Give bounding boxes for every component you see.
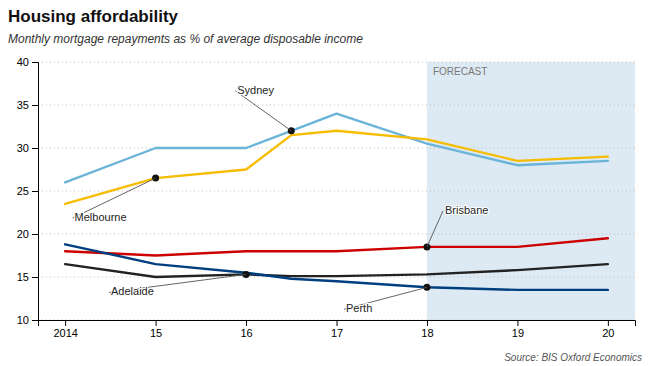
annotations: Sydney Melbourne Brisbane Adelaide Perth	[73, 84, 489, 315]
tick-label: 10	[17, 314, 29, 326]
tick-label: 19	[512, 327, 524, 339]
series-line	[65, 244, 608, 290]
annotation-label: Adelaide	[111, 285, 154, 297]
tick-mark	[32, 62, 38, 63]
tick-mark	[156, 320, 157, 326]
series-line	[65, 264, 608, 277]
tick-mark	[427, 320, 428, 326]
grid-line	[38, 234, 635, 235]
grid-line	[38, 105, 635, 106]
tick-label: 25	[17, 185, 29, 197]
annotation-label: Perth	[346, 302, 372, 314]
annotation-label: Brisbane	[445, 204, 488, 216]
tick: 35	[17, 99, 38, 111]
tick-mark	[608, 320, 609, 326]
tick-label: 30	[17, 142, 29, 154]
x-axis: 2014 15 16 17 18 19 20	[39, 320, 636, 339]
tick-label: 16	[240, 327, 252, 339]
series-group	[65, 114, 608, 291]
tick: 30	[17, 142, 38, 154]
title: Housing affordability	[8, 7, 179, 26]
grid-line	[38, 62, 635, 63]
grid	[38, 62, 635, 320]
tick-label: 15	[17, 271, 29, 283]
tick: 2014	[53, 320, 77, 339]
tick-label: 20	[602, 327, 614, 339]
y-axis: 10 15 20 25 30 35 40	[17, 56, 39, 326]
tick-label: 18	[421, 327, 433, 339]
tick-mark	[32, 234, 38, 235]
series-line	[65, 114, 608, 183]
tick: 19	[512, 320, 524, 339]
series-line	[65, 131, 608, 204]
tick-label: 35	[17, 99, 29, 111]
plot: 2014 15 16 17 18 19 20 10 15 20 25 30 35 40 FORECAST Sy…	[17, 56, 636, 339]
tick-label: 40	[17, 56, 29, 68]
tick-mark	[32, 148, 38, 149]
tick-mark	[246, 320, 247, 326]
tick-mark	[32, 105, 38, 106]
tick: 20	[17, 228, 38, 240]
tick-mark	[65, 320, 66, 326]
grid-line	[38, 148, 635, 149]
tick: 25	[17, 185, 38, 197]
source: Source: BIS Oxford Economics	[504, 352, 642, 363]
tick-label: 15	[150, 327, 162, 339]
leader-line	[427, 211, 443, 247]
tick: 10	[17, 314, 38, 326]
tick: 17	[331, 320, 343, 339]
subtitle: Monthly mortgage repayments as % of aver…	[8, 32, 363, 46]
tick: 15	[150, 320, 162, 339]
tick-mark	[337, 320, 338, 326]
tick: 16	[240, 320, 252, 339]
tick: 40	[17, 56, 38, 68]
forecast-label: FORECAST	[433, 66, 487, 77]
chart: Housing affordability Monthly mortgage re…	[0, 0, 650, 366]
tick-label: 17	[331, 327, 343, 339]
tick-mark	[32, 277, 38, 278]
annotation-label: Sydney	[237, 84, 274, 96]
tick-label: 2014	[53, 327, 77, 339]
tick-label: 20	[17, 228, 29, 240]
tick-mark	[32, 320, 38, 321]
axis-line	[32, 63, 39, 321]
axis-line	[39, 321, 636, 327]
tick: 18	[421, 320, 433, 339]
tick: 20	[602, 320, 614, 339]
tick: 15	[17, 271, 38, 283]
annotation-dots	[152, 127, 430, 291]
tick-mark	[517, 320, 518, 326]
series-line	[65, 238, 608, 255]
tick-mark	[32, 191, 38, 192]
annotation-label: Melbourne	[75, 211, 127, 223]
leader-line	[235, 91, 291, 131]
